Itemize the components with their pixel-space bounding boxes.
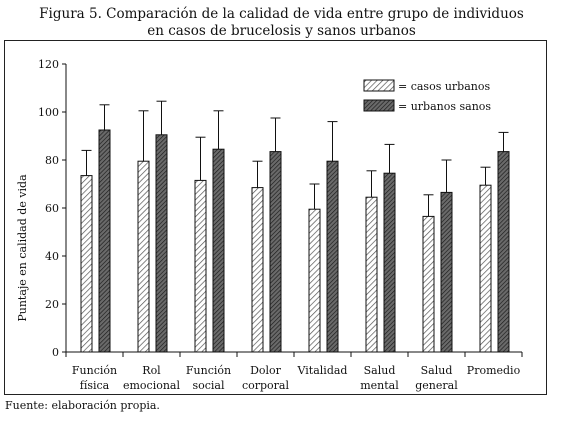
legend-swatch <box>363 79 395 92</box>
bar-casos-urbanos <box>194 179 207 353</box>
figure-source: Fuente: elaboración propia. <box>5 399 160 412</box>
y-tick-label: 0 <box>52 346 59 359</box>
bar-chart: 0 20 40 60 80 100 120 Función física Rol emociona… <box>16 58 523 392</box>
bars <box>80 100 510 353</box>
category-label: emocional <box>123 379 181 392</box>
bar-urbanos-sanos <box>98 129 111 353</box>
bar-urbanos-sanos <box>326 160 339 353</box>
category-label: Promedio <box>467 364 521 377</box>
legend-label: = casos urbanos <box>398 80 490 93</box>
bar-casos-urbanos <box>251 187 264 353</box>
category-label: Función <box>72 364 117 377</box>
bar-urbanos-sanos <box>440 191 453 353</box>
bar-urbanos-sanos <box>155 134 168 353</box>
category-label: social <box>192 379 225 392</box>
category-label: Rol <box>142 364 161 377</box>
category-labels: Función física Rol emocional Función social Do… <box>72 364 521 392</box>
bar-casos-urbanos <box>422 215 435 353</box>
category-label: Salud <box>364 364 396 377</box>
category-label: Salud <box>421 364 453 377</box>
legend-swatch <box>363 99 395 112</box>
chart-frame <box>4 40 547 395</box>
y-tick-label: 100 <box>38 106 59 119</box>
category-label: Dolor <box>250 364 282 377</box>
y-tick-label: 120 <box>38 58 59 71</box>
bar-urbanos-sanos <box>212 148 225 353</box>
y-tick-label: 80 <box>45 154 59 167</box>
y-axis-label: Puntaje en calidad de vida <box>16 174 29 322</box>
category-label: física <box>80 379 110 392</box>
figure-title-line-1: Figura 5. Comparación de la calidad de v… <box>39 6 524 22</box>
bar-urbanos-sanos <box>383 172 396 353</box>
legend: = casos urbanos = urbanos sanos <box>363 79 491 113</box>
bar-urbanos-sanos <box>497 151 510 353</box>
figure-title-line-2: en casos de brucelosis y sanos urbanos <box>147 23 416 39</box>
y-tick-label: 20 <box>45 298 59 311</box>
category-label: Función <box>186 364 231 377</box>
bar-casos-urbanos <box>479 184 492 353</box>
category-label: general <box>415 379 458 392</box>
bar-casos-urbanos <box>308 208 321 353</box>
category-label: Vitalidad <box>297 364 348 377</box>
category-label: corporal <box>242 379 290 392</box>
category-label: mental <box>360 379 399 392</box>
y-tick-label: 60 <box>45 202 59 215</box>
legend-label: = urbanos sanos <box>398 100 491 113</box>
bar-casos-urbanos <box>365 196 378 353</box>
bar-urbanos-sanos <box>269 151 282 353</box>
bar-casos-urbanos <box>80 175 93 353</box>
figure-title: Figura 5. Comparación de la calidad de v… <box>0 6 563 40</box>
bar-casos-urbanos <box>137 160 150 353</box>
y-tick-label: 40 <box>45 250 59 263</box>
